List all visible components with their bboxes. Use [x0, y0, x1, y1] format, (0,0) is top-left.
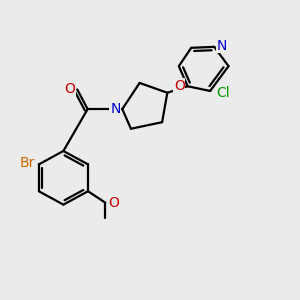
Text: N: N: [217, 39, 227, 52]
Text: O: O: [108, 196, 119, 210]
Text: O: O: [64, 82, 76, 97]
Text: O: O: [174, 79, 185, 93]
Text: Br: Br: [19, 156, 34, 170]
Text: Cl: Cl: [216, 85, 230, 100]
Text: N: N: [110, 102, 121, 116]
